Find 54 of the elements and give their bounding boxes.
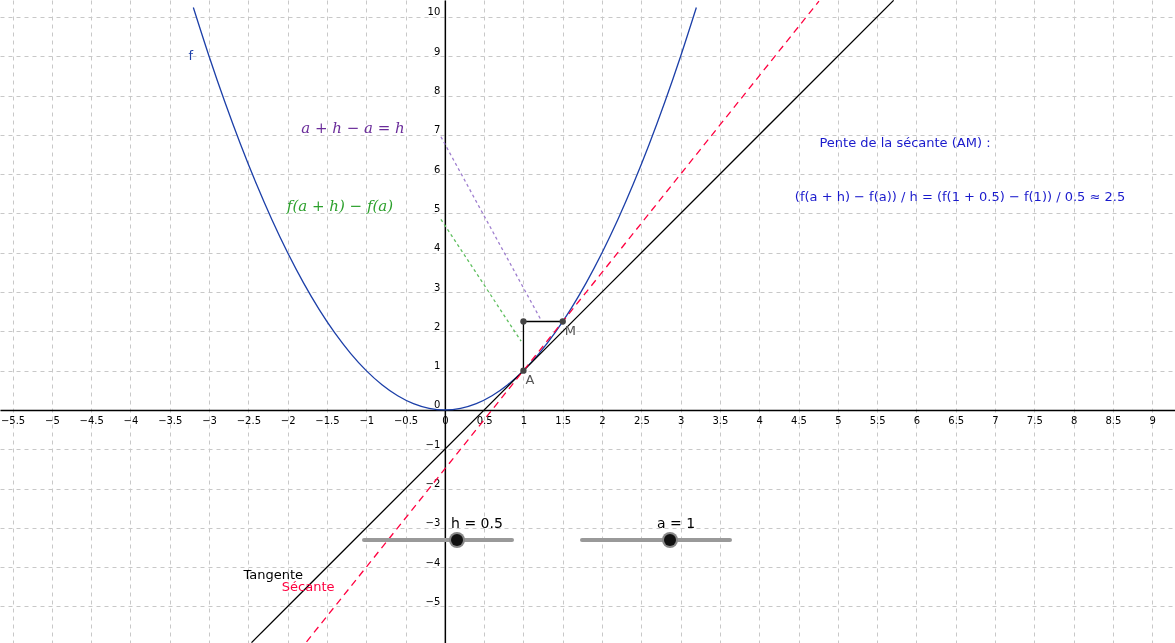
x-tick-label: 8 <box>1070 415 1078 427</box>
annotation: (f(a + h) − f(a)) / h = (f(1 + 0.5) − f(1)) / 0.5 ≈ 2.5 <box>794 189 1126 204</box>
x-tick-label: 5.5 <box>869 415 886 427</box>
x-tick-label: −4.5 <box>79 415 104 427</box>
x-tick-label: 3 <box>677 415 685 427</box>
y-tick-label: 3 <box>433 281 441 293</box>
x-tick-label: −4 <box>123 415 139 427</box>
x-tick-label: −1 <box>359 415 375 427</box>
series-label: f <box>188 48 194 64</box>
x-tick-label: −2.5 <box>236 415 262 427</box>
y-tick-label: 2 <box>433 320 441 332</box>
x-tick-label: −3 <box>202 415 217 427</box>
y-tick-label: −4 <box>425 556 441 568</box>
x-tick-label: −5 <box>45 415 60 427</box>
annotation: f(a + h) − f(a) <box>285 197 394 215</box>
x-tick-label: 7 <box>992 415 999 427</box>
x-tick-label: −0.5 <box>393 415 419 427</box>
x-tick-label: 9 <box>1149 415 1156 427</box>
annotation: a = 1 <box>656 515 696 531</box>
x-tick-label: −2 <box>280 415 296 427</box>
x-tick-label: 4.5 <box>791 415 807 427</box>
x-tick-label: 6.5 <box>948 415 965 427</box>
x-tick-label: 2 <box>599 415 606 427</box>
y-tick-label: 0 <box>433 399 441 411</box>
y-tick-label: −5 <box>425 595 441 607</box>
annotation: M <box>564 322 576 338</box>
x-tick-label: 5 <box>835 415 842 427</box>
y-tick-label: 6 <box>433 163 441 175</box>
annotation: h = 0.5 <box>451 515 503 531</box>
y-tick-label: −3 <box>425 517 441 529</box>
y-tick-label: 10 <box>427 6 441 18</box>
y-tick-label: −1 <box>425 438 441 450</box>
series-label: Tangente <box>242 567 304 583</box>
x-tick-label: 8.5 <box>1105 415 1122 427</box>
y-tick-label: 8 <box>433 85 441 97</box>
x-tick-label: 4 <box>756 415 763 427</box>
x-tick-label: −3.5 <box>158 415 183 427</box>
x-tick-label: 1.5 <box>555 415 572 427</box>
x-tick-label: −1.5 <box>315 415 340 427</box>
y-tick-label: 1 <box>433 360 441 372</box>
annotation: A <box>525 371 535 387</box>
y-tick-label: 5 <box>433 202 441 214</box>
x-tick-label: 1 <box>520 415 528 427</box>
x-tick-label: 0.5 <box>476 415 493 427</box>
annotation: a + h − a = h <box>301 119 405 137</box>
y-tick-label: 7 <box>433 124 441 136</box>
x-tick-label: −5.5 <box>0 415 26 427</box>
y-tick-label: 4 <box>433 242 441 254</box>
x-tick-label: 7.5 <box>1026 415 1043 427</box>
x-tick-label: 6 <box>913 415 921 427</box>
x-tick-label: 3.5 <box>712 415 729 427</box>
y-tick-label: 9 <box>433 45 441 57</box>
annotation: Pente de la sécante (AM) : <box>819 135 991 150</box>
x-tick-label: 2.5 <box>633 415 650 427</box>
